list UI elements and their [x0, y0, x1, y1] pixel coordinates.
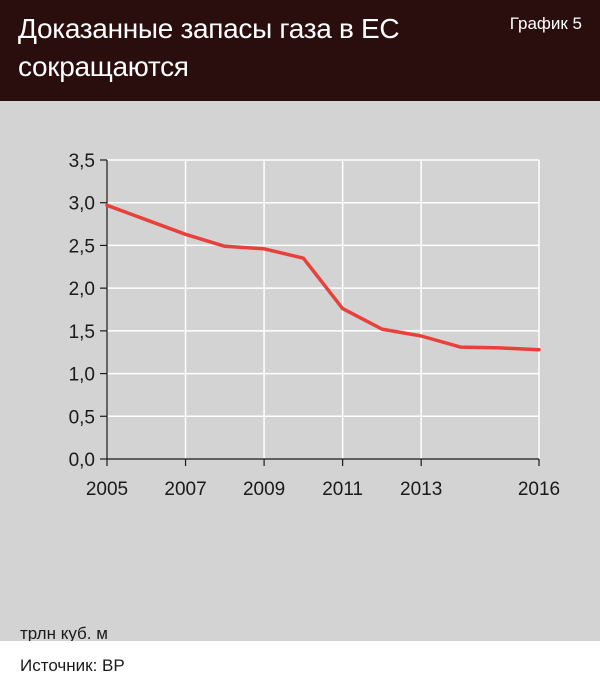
- y-tick-label: 2,5: [69, 236, 95, 257]
- chart-header: Доказанные запасы газа в ЕС сокращаются …: [0, 0, 600, 101]
- y-tick-label: 1,0: [69, 365, 95, 386]
- x-tick-label: 2013: [400, 479, 442, 500]
- x-tick-label: 2005: [86, 479, 128, 500]
- footer: Источник: BP: [0, 641, 600, 687]
- x-tick-label: 2009: [243, 479, 285, 500]
- y-tick-label: 3,5: [69, 151, 95, 172]
- series-line: [105, 203, 541, 352]
- chart-number: График 5: [509, 14, 582, 33]
- y-tick-label: 3,0: [69, 194, 95, 215]
- x-tick-label: 2016: [518, 479, 560, 500]
- y-tick-label: 1,5: [69, 322, 95, 343]
- unit-label: трлн куб. м: [20, 624, 108, 643]
- plot-area: 0,0 0,5 1,0 1,5 2,0 2,5 3,0 3,5 2005 2007 2009 2011…: [0, 101, 600, 643]
- y-tick-label: 0,5: [69, 407, 95, 428]
- x-tick-label: 2007: [164, 479, 206, 500]
- y-tick-label: 2,0: [69, 279, 95, 300]
- x-tick-label: 2011: [322, 479, 363, 500]
- chart-title: Доказанные запасы газа в ЕС сокращаются: [18, 13, 400, 82]
- y-tick-label: 0,0: [69, 450, 95, 471]
- line-chart: 0,0 0,5 1,0 1,5 2,0 2,5 3,0 3,5 2005 2007 2009 2011…: [69, 151, 561, 500]
- source-label: Источник: BP: [20, 656, 125, 675]
